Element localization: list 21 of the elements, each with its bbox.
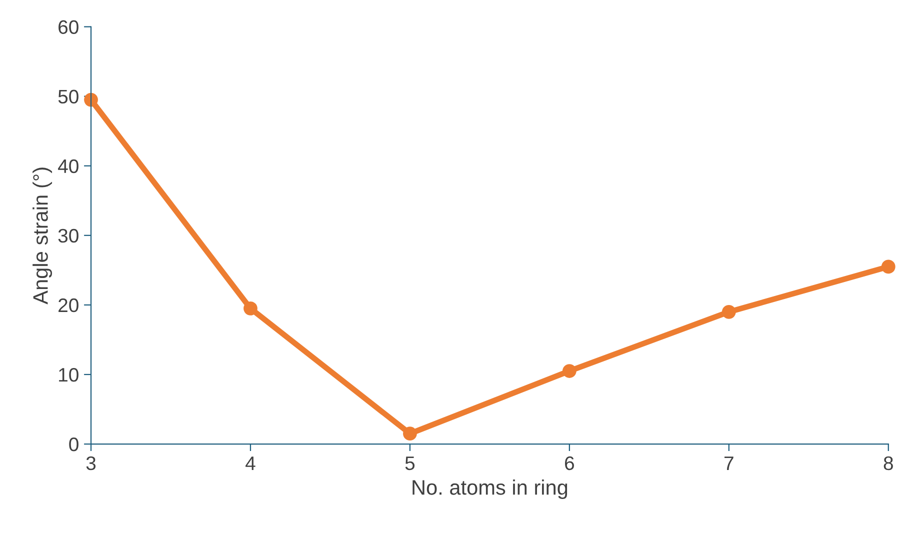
y-tick-label: 30	[58, 228, 78, 243]
y-tick-label: 20	[58, 298, 78, 312]
x-tick-label: 7	[724, 456, 734, 470]
y-tick-label: 10	[59, 368, 78, 382]
x-tick-label: 6	[565, 456, 574, 470]
x-tick-label: 8	[884, 456, 893, 470]
y-tick-label: 60	[58, 20, 78, 34]
y-axis-title: Angle strain (°)	[32, 168, 52, 304]
point	[403, 426, 417, 441]
x-tick-label: 3	[86, 456, 96, 470]
y-tick-label: 0	[69, 438, 78, 452]
point	[881, 260, 896, 274]
x-tick-label: 5	[405, 456, 415, 470]
point	[84, 92, 98, 107]
y-tick-label: 50	[58, 90, 78, 104]
point	[722, 304, 736, 319]
point	[244, 301, 258, 316]
point	[562, 364, 576, 378]
x-axis-title: No. atoms in ring	[412, 480, 568, 499]
y-tick-label: 40	[58, 159, 78, 174]
x-tick-label: 4	[246, 456, 256, 470]
